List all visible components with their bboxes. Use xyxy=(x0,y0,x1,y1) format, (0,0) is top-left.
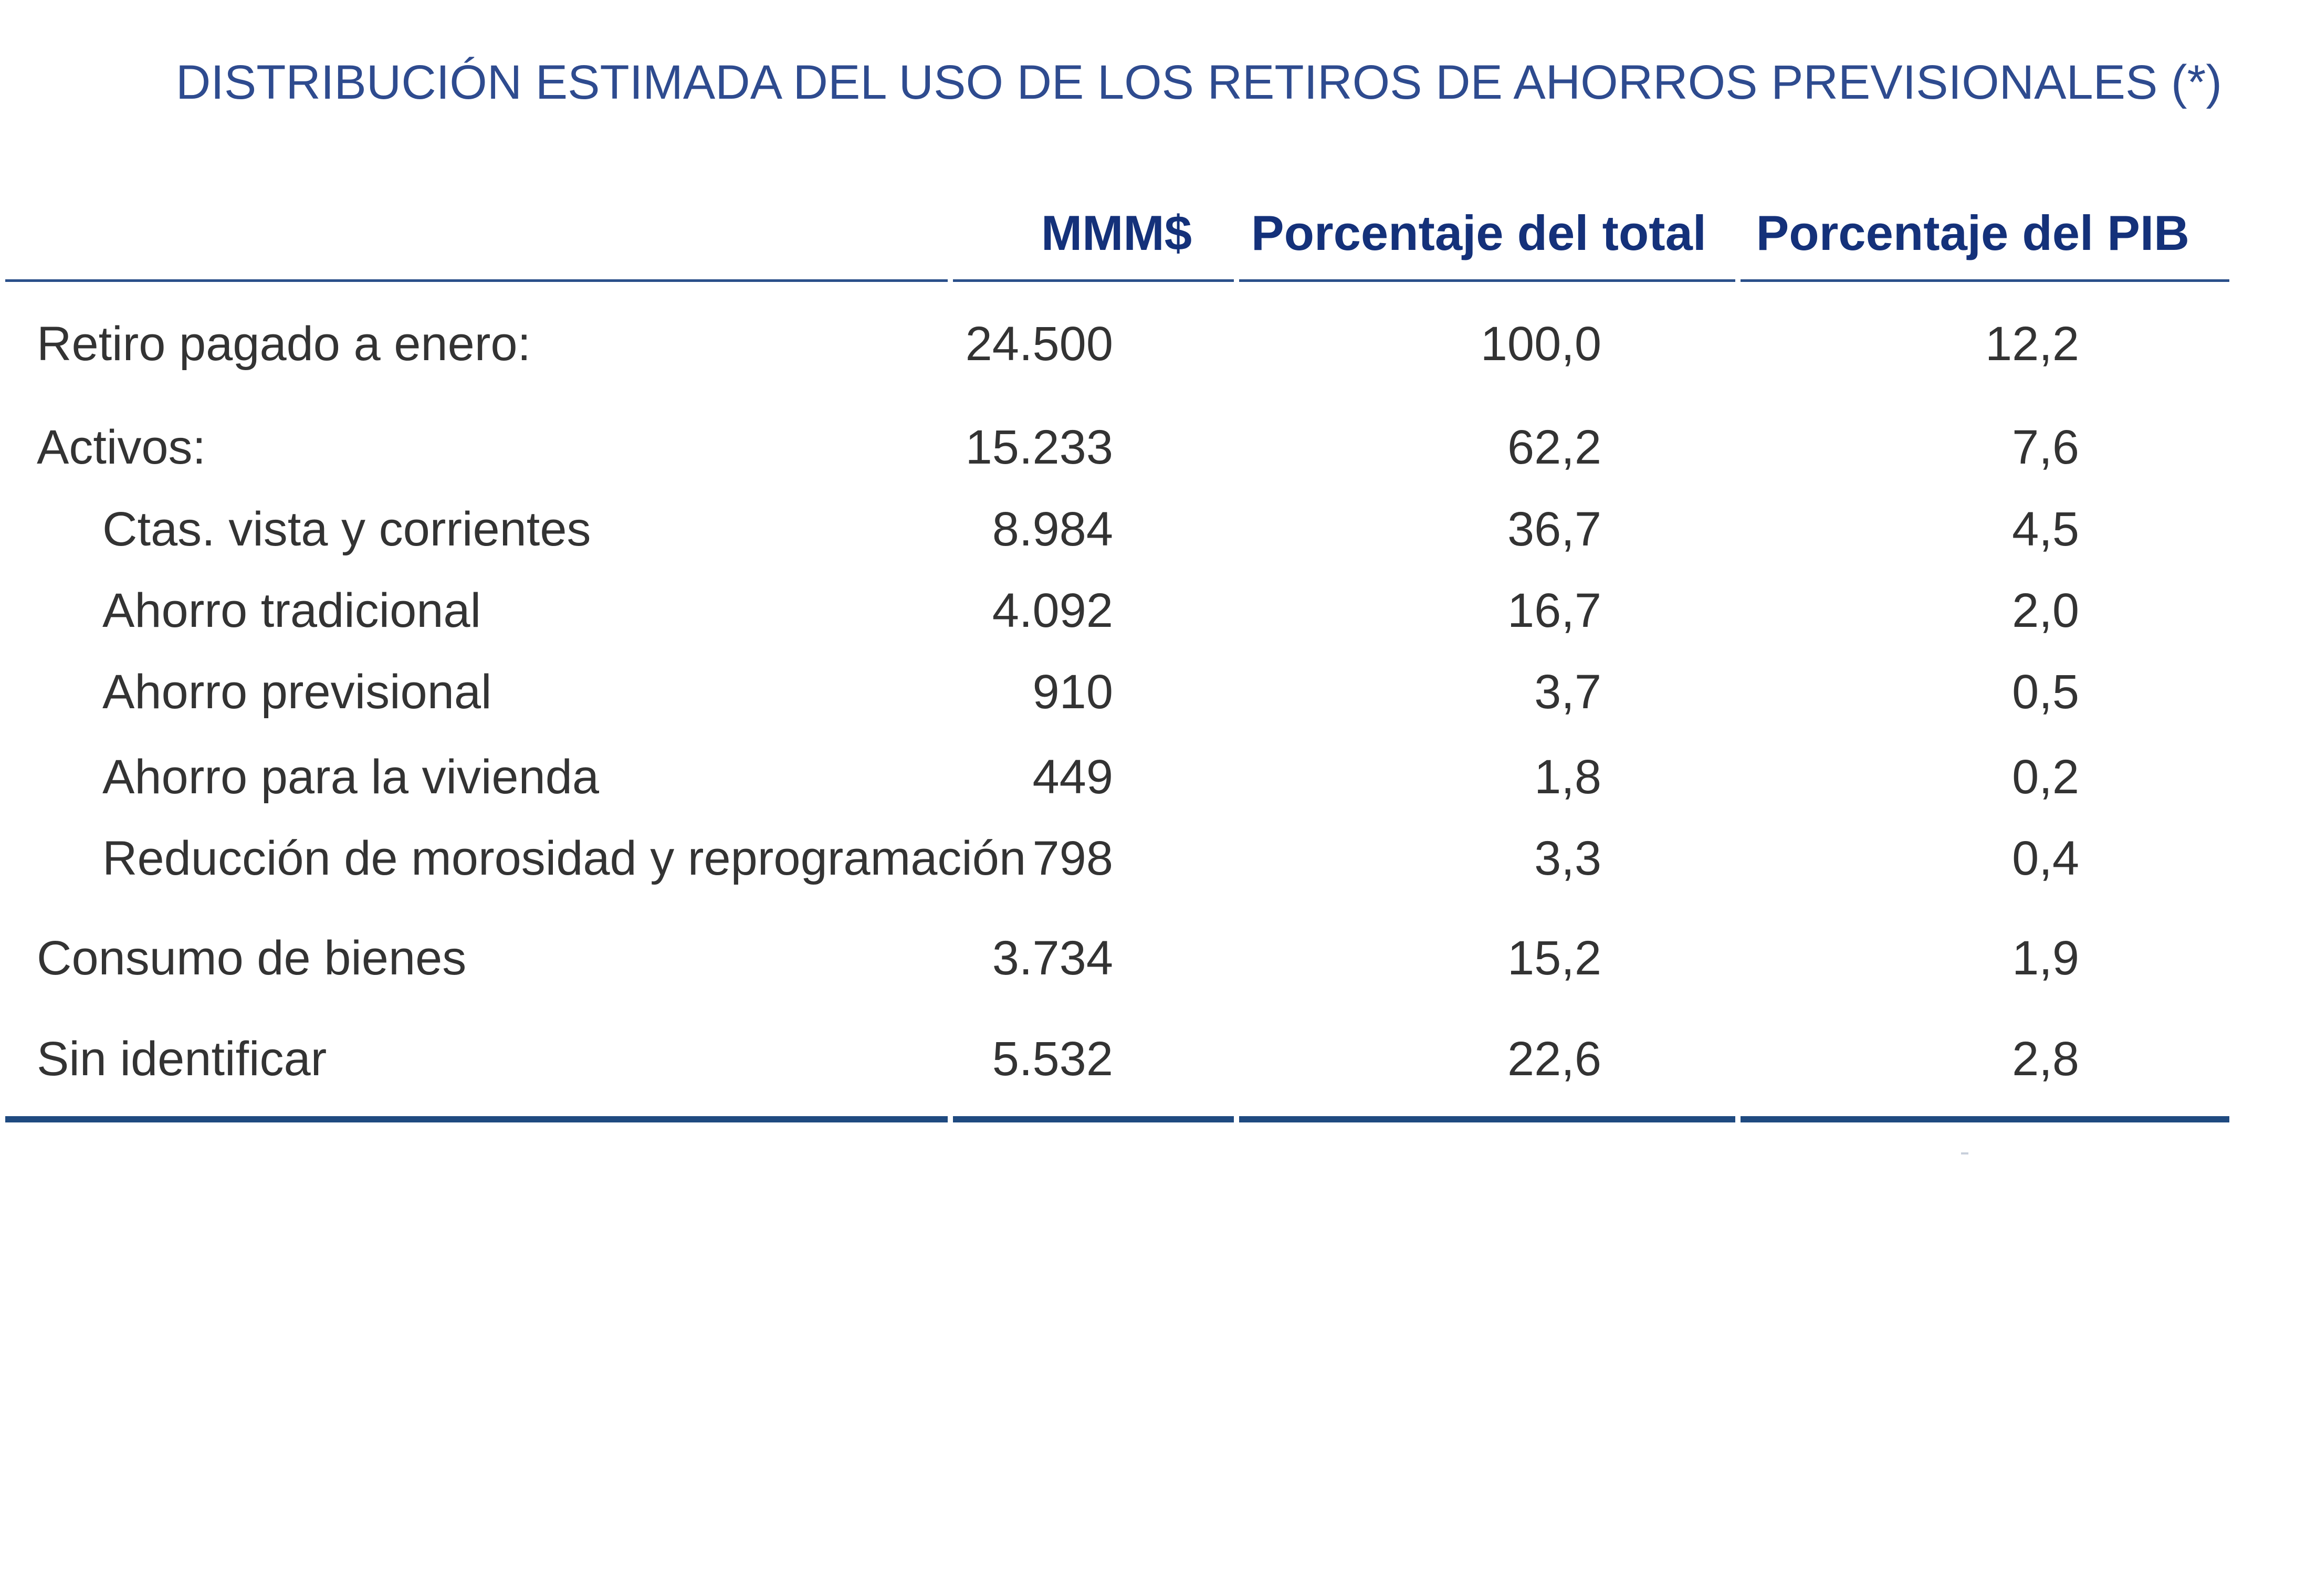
row-label: Ahorro previsional xyxy=(102,665,492,719)
cell-mmm: 449 xyxy=(1032,750,1114,804)
table-row: Consumo de bienes 3.734 15,2 1,9 xyxy=(0,929,2306,987)
header-rule-gap xyxy=(948,278,953,283)
bottom-rule-gap xyxy=(1735,1115,1741,1124)
row-label: Sin identificar xyxy=(37,1032,327,1086)
cell-mmm: 8.984 xyxy=(992,502,1113,556)
table-row: Ctas. vista y corrientes 8.984 36,7 4,5 xyxy=(0,500,2306,558)
row-label: Activos: xyxy=(37,421,206,474)
cell-pct-total: 62,2 xyxy=(1507,421,1601,474)
table-title: DISTRIBUCIÓN ESTIMADA DEL USO DE LOS RET… xyxy=(175,56,2222,109)
cell-pct-pib: 4,5 xyxy=(2012,502,2079,556)
cell-mmm: 910 xyxy=(1032,665,1114,719)
cell-pct-pib: 7,6 xyxy=(2012,421,2079,474)
cell-pct-total: 3,3 xyxy=(1534,832,1601,885)
table-row: Reducción de morosidad y reprogramación … xyxy=(0,830,2306,887)
stray-mark xyxy=(1961,1152,1968,1154)
cell-pct-total: 15,2 xyxy=(1507,931,1601,985)
table-row: Retiro pagado a enero: 24.500 100,0 12,2 xyxy=(0,315,2306,373)
bottom-rule-gap xyxy=(948,1115,953,1124)
cell-pct-pib: 12,2 xyxy=(1985,317,2079,371)
cell-mmm: 15.233 xyxy=(965,421,1113,474)
cell-pct-total: 16,7 xyxy=(1507,584,1601,637)
header-porcentaje-pib: Porcentaje del PIB xyxy=(1756,205,2189,260)
cell-pct-total: 36,7 xyxy=(1507,502,1601,556)
cell-mmm: 798 xyxy=(1032,832,1114,885)
row-label: Ahorro tradicional xyxy=(102,584,481,637)
cell-mmm: 3.734 xyxy=(992,931,1113,985)
row-label: Ctas. vista y corrientes xyxy=(102,502,591,556)
table-row: Activos: 15.233 62,2 7,6 xyxy=(0,418,2306,476)
table-row: Ahorro tradicional 4.092 16,7 2,0 xyxy=(0,582,2306,639)
cell-pct-pib: 2,0 xyxy=(2012,584,2079,637)
header-mmm: MMM$ xyxy=(1041,205,1192,260)
row-label: Reducción de morosidad y reprogramación xyxy=(102,832,1026,885)
cell-pct-total: 100,0 xyxy=(1480,317,1601,371)
bottom-rule-gap xyxy=(1234,1115,1239,1124)
table-row: Sin identificar 5.532 22,6 2,8 xyxy=(0,1030,2306,1088)
cell-pct-pib: 0,5 xyxy=(2012,665,2079,719)
cell-pct-pib: 0,4 xyxy=(2012,832,2079,885)
table-row: Ahorro para la vivienda 449 1,8 0,2 xyxy=(0,748,2306,806)
header-rule-gap xyxy=(1234,278,1239,283)
cell-pct-total: 22,6 xyxy=(1507,1032,1601,1086)
cell-pct-pib: 2,8 xyxy=(2012,1032,2079,1086)
cell-pct-total: 3,7 xyxy=(1534,665,1601,719)
header-rule xyxy=(5,279,2229,282)
row-label: Consumo de bienes xyxy=(37,931,467,985)
cell-pct-pib: 0,2 xyxy=(2012,750,2079,804)
cell-mmm: 24.500 xyxy=(965,317,1113,371)
table-row: Ahorro previsional 910 3,7 0,5 xyxy=(0,663,2306,721)
header-rule-gap xyxy=(1735,278,1741,283)
cell-pct-pib: 1,9 xyxy=(2012,931,2079,985)
cell-pct-total: 1,8 xyxy=(1534,750,1601,804)
row-label: Ahorro para la vivienda xyxy=(102,750,600,804)
bottom-rule xyxy=(5,1116,2229,1122)
cell-mmm: 5.532 xyxy=(992,1032,1113,1086)
cell-mmm: 4.092 xyxy=(992,584,1113,637)
header-porcentaje-total: Porcentaje del total xyxy=(1251,205,1706,260)
row-label: Retiro pagado a enero: xyxy=(37,317,531,371)
